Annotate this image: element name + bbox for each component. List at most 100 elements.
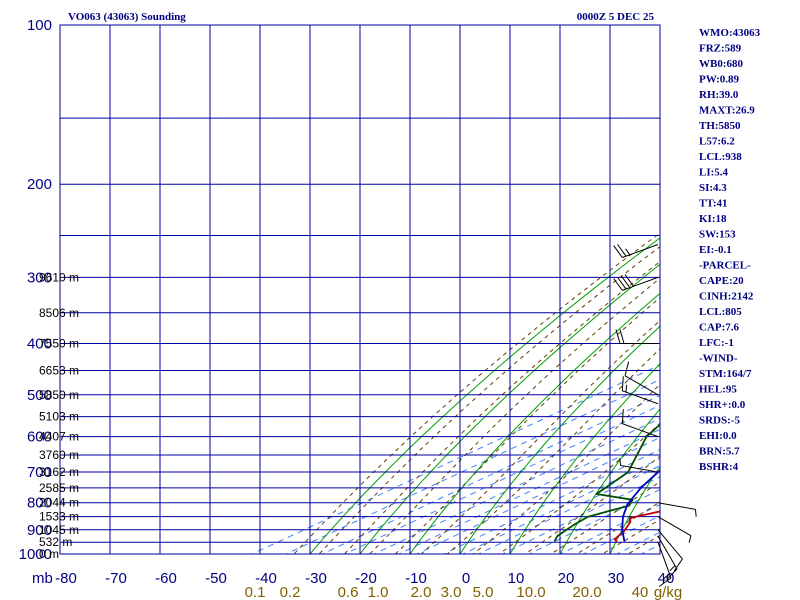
wind-barb-full <box>621 409 624 424</box>
temperature-tick-label: -50 <box>205 570 227 587</box>
wind-barb-full <box>673 558 683 572</box>
index-value: SI:4.3 <box>699 182 727 194</box>
wind-barb-half <box>625 248 631 256</box>
height-label: 9610 m <box>39 270 79 284</box>
mixing-ratio-label: 0.6 <box>338 584 359 600</box>
wind-barb-full <box>620 275 631 288</box>
height-label: 5103 m <box>39 410 79 424</box>
wind-barb <box>619 458 659 473</box>
index-value: WMO:43063 <box>699 27 761 39</box>
index-value: LFC:-1 <box>699 337 734 349</box>
index-value: EHI:0.0 <box>699 430 737 442</box>
wind-barb-half <box>663 573 670 579</box>
wind-barbs <box>613 244 697 587</box>
mixing-ratio-label: 20.0 <box>572 584 601 600</box>
temperature-tick-label: -10 <box>405 570 427 587</box>
wind-barb-full <box>658 577 672 587</box>
index-value: EI:-0.1 <box>699 244 732 256</box>
temperature-tick-label: 40 <box>658 570 675 587</box>
height-label: 2044 m <box>39 496 79 510</box>
wind-barb-half <box>669 565 676 572</box>
wind-barb <box>621 409 659 438</box>
wind-barb <box>615 329 658 344</box>
wind-barb-staff <box>657 529 683 560</box>
mixing-ratio-line <box>321 394 660 554</box>
temperature-tick-label: -40 <box>255 570 277 587</box>
index-value: LCL:805 <box>699 306 742 318</box>
moist-adiabat <box>394 296 660 554</box>
wind-barb-full <box>624 361 630 376</box>
temperature-tick-label: -80 <box>55 570 77 587</box>
index-value: CAP:7.6 <box>699 322 740 334</box>
dry-adiabat <box>509 363 660 554</box>
height-label: 3760 m <box>39 448 79 462</box>
wind-barb-staff <box>657 535 678 570</box>
wind-barb <box>657 535 678 580</box>
mixing-ratio-label: 1.0 <box>368 584 389 600</box>
pressure-label: 500 <box>27 387 52 404</box>
mixing-ratio-label: 5.0 <box>473 584 494 600</box>
height-label: 0 m <box>39 547 59 561</box>
wind-barb <box>657 529 683 572</box>
wind-barb-full <box>621 376 624 391</box>
temperature-tick-label: -60 <box>155 570 177 587</box>
wind-barb-full <box>617 244 627 257</box>
wind-barb-staff <box>622 244 659 258</box>
index-value: STM:164/7 <box>699 368 752 380</box>
wind-barb-staff <box>620 464 659 473</box>
temperature-tick-label: 30 <box>608 570 625 587</box>
moist-adiabat <box>369 277 660 554</box>
index-value: BRN:5.7 <box>699 446 740 458</box>
moist-adiabat <box>498 422 660 554</box>
dewpoint-line <box>553 423 660 542</box>
wind-barb <box>621 376 659 405</box>
temperature-axis-labels: mb -80 -70 -60 -50 -40 -30 -20 -10 0 10 20 30 40 <box>32 570 674 587</box>
pressure-label: 300 <box>27 269 52 286</box>
index-value: LI:5.4 <box>699 167 729 179</box>
index-value: SRDS:-5 <box>699 415 740 427</box>
index-value: KI:18 <box>699 213 727 225</box>
index-value: BSHR:4 <box>699 461 739 473</box>
mixing-ratio-label: 2.0 <box>411 584 432 600</box>
dry-adiabat <box>309 237 660 554</box>
moist-adiabat <box>343 260 660 554</box>
height-label: 5850 m <box>39 388 79 402</box>
pressure-label: 600 <box>27 429 52 446</box>
mixing-ratio-line <box>373 417 660 554</box>
wind-barb-staff <box>622 276 659 291</box>
pressure-label: 1000 <box>19 546 52 563</box>
index-value: MAXT:26.9 <box>699 105 755 117</box>
pressure-label: 800 <box>27 495 52 512</box>
moist-adiabat <box>420 319 660 554</box>
pressure-label: 200 <box>27 176 52 193</box>
temperature-tick-label: -30 <box>305 570 327 587</box>
wind-barb-full <box>615 329 621 344</box>
dry-adiabat <box>359 263 660 554</box>
moist-adiabat <box>575 501 660 554</box>
mixing-ratio-label: 0.2 <box>280 584 301 600</box>
pressure-unit-label: mb <box>32 570 53 587</box>
index-value: TH:5850 <box>699 120 741 132</box>
wind-barb <box>657 516 692 543</box>
sounding-profiles <box>553 423 660 543</box>
station-title: VO063 (43063) Sounding <box>68 11 186 23</box>
index-value: WB0:680 <box>699 58 744 70</box>
mixing-ratio-label: g/kg <box>654 584 682 600</box>
dry-adiabat <box>409 292 660 554</box>
wind-barb-staff <box>657 542 672 579</box>
temperature-line <box>613 510 660 543</box>
wind-barb <box>657 502 697 517</box>
index-value: HEL:95 <box>699 384 737 396</box>
index-value: -PARCEL- <box>699 260 751 272</box>
moist-adiabat <box>318 246 660 554</box>
wind-barb-staff <box>622 390 659 405</box>
height-labels: 9610 m 8506 m 7550 m 6653 m 5850 m 5103 m 4407… <box>39 270 79 561</box>
height-label: 7550 m <box>39 336 79 350</box>
index-value: PW:0.89 <box>699 74 740 86</box>
wind-barb-full <box>613 245 623 258</box>
height-label: 8506 m <box>39 306 79 320</box>
temperature-tick-label: 10 <box>508 570 525 587</box>
index-value: FRZ:589 <box>699 43 742 55</box>
wind-barb-half <box>619 458 622 466</box>
wind-barb-half <box>625 384 628 393</box>
